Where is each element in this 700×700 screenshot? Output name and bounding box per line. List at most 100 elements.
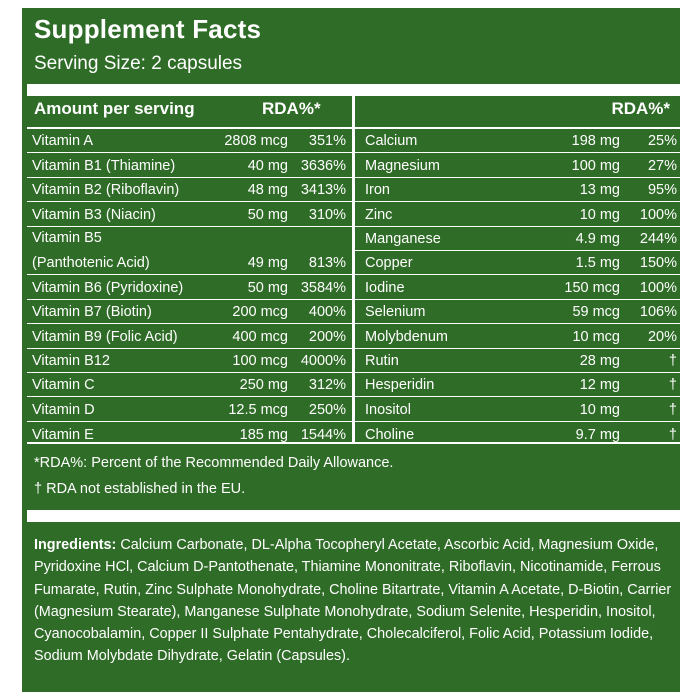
nutrient-amount: 10 mg (579, 401, 620, 418)
table-row: Magnesium 100 mg 27% (355, 153, 680, 178)
table-row: Vitamin B2 (Riboflavin) 48 mg 3413% (27, 178, 352, 203)
nutrient-name: Iron (365, 182, 390, 199)
table-row: Vitamin B7 (Biotin) 200 mcg 400% (27, 300, 352, 325)
nutrient-amount: 10 mcg (572, 328, 620, 345)
table-bottom-divider (27, 442, 680, 444)
nutrient-name: Vitamin A (32, 133, 93, 150)
serving-size: Serving Size: 2 capsules (34, 53, 243, 74)
nutrient-rda: 400% (308, 304, 346, 321)
nutrient-amount: 4.9 mg (575, 230, 620, 247)
nutrient-rda: 27% (647, 157, 677, 174)
nutrient-name: Magnesium (365, 157, 440, 174)
nutrient-rda: 3636% (300, 157, 346, 174)
table-row: Vitamin B9 (Folic Acid) 400 mcg 200% (27, 324, 352, 349)
nutrient-name: Calcium (365, 133, 418, 150)
nutrient-rda: 100% (639, 279, 677, 296)
nutrient-amount: 28 mg (579, 352, 620, 369)
nutrient-amount: 49 mg (247, 255, 288, 272)
table-row: Vitamin C 250 mg 312% (27, 373, 352, 398)
ingredients-label: Ingredients: (34, 537, 117, 553)
nutrient-rda: 95% (647, 182, 677, 199)
rda-footnote: *RDA%: Percent of the Recommended Daily … (34, 455, 394, 471)
nutrient-name: Vitamin E (32, 427, 94, 444)
nutrient-name: Vitamin B7 (Biotin) (32, 304, 152, 321)
nutrient-name: Vitamin B3 (Niacin) (32, 206, 156, 223)
nutrient-rda: 20% (647, 328, 677, 345)
nutrient-amount: 50 mg (247, 206, 288, 223)
nutrient-rda: † (668, 377, 677, 394)
nutrient-amount: 185 mg (239, 427, 288, 444)
nutrient-amount: 150 mcg (564, 279, 620, 296)
nutrient-name: Vitamin B1 (Thiamine) (32, 157, 176, 174)
nutrient-rda: † (668, 401, 677, 418)
nutrient-amount: 200 mcg (232, 304, 288, 321)
ingredients-text: Calcium Carbonate, DL-Alpha Tocopheryl A… (34, 537, 672, 665)
table-row: Vitamin D 12.5 mcg 250% (27, 397, 352, 422)
nutrient-name: Inositol (365, 401, 411, 418)
nutrient-name: Choline (365, 427, 415, 444)
top-divider (27, 84, 680, 96)
nutrient-amount: 59 mcg (572, 304, 620, 321)
ingredients-divider (27, 510, 680, 522)
table-row: Vitamin E 185 mg 1544% (27, 422, 352, 446)
table-row: Rutin 28 mg † (355, 349, 680, 373)
nutrient-amount: 10 mg (579, 206, 620, 223)
nutrient-name: Rutin (365, 352, 399, 369)
nutrient-name: Iodine (365, 279, 405, 296)
nutrient-name: Manganese (365, 230, 441, 247)
nutrient-name: Selenium (365, 304, 426, 321)
nutrient-rda: 813% (308, 255, 346, 272)
table-row: Inositol 10 mg † (355, 397, 680, 422)
nutrient-rda: 1544% (300, 427, 346, 444)
nutrient-amount: 12.5 mcg (228, 401, 288, 418)
nutrient-rda: 244% (639, 230, 677, 247)
nutrient-name: Hesperidin (365, 377, 435, 394)
nutrient-rda: 106% (639, 304, 677, 321)
supplement-facts-panel: Supplement Facts Serving Size: 2 capsule… (22, 8, 680, 692)
panel-title: Supplement Facts (34, 14, 262, 44)
header-underline-right (355, 127, 680, 129)
nutrient-rda: 150% (639, 255, 677, 272)
nutrient-name: Vitamin B2 (Riboflavin) (32, 182, 180, 199)
nutrient-name: Zinc (365, 206, 393, 223)
table-row: Molybdenum 10 mcg 20% (355, 324, 680, 349)
table-row: Calcium 198 mg 25% (355, 129, 680, 154)
nutrient-rda: 3413% (300, 182, 346, 199)
nutrient-amount: 40 mg (247, 157, 288, 174)
nutrient-name: Vitamin C (32, 377, 95, 394)
nutrient-name-continued: (Panthotenic Acid) (32, 255, 150, 272)
nutrient-amount: 50 mg (247, 279, 288, 296)
table-row: Vitamin A 2808 mcg 351% (27, 129, 352, 154)
nutrient-amount: 198 mg (571, 133, 620, 150)
minerals-table: Calcium 198 mg 25% Magnesium 100 mg 27% Iron… (355, 129, 680, 446)
vitamins-table: Vitamin A 2808 mcg 351% Vitamin B1 (Thiami… (27, 129, 352, 446)
table-row: Zinc 10 mg 100% (355, 202, 680, 227)
nutrient-amount: 48 mg (247, 182, 288, 199)
nutrient-amount: 400 mcg (232, 328, 288, 345)
nutrient-name: Vitamin B9 (Folic Acid) (32, 328, 178, 345)
nutrient-rda: 200% (308, 328, 346, 345)
nutrient-amount: 12 mg (579, 377, 620, 394)
nutrient-amount: 1.5 mg (575, 255, 620, 272)
nutrient-amount: 9.7 mg (575, 427, 620, 444)
table-row: Vitamin B12 100 mcg 4000% (27, 349, 352, 373)
nutrient-amount: 100 mcg (232, 352, 288, 369)
table-row: Choline 9.7 mg † (355, 422, 680, 446)
nutrient-name: Molybdenum (365, 328, 449, 345)
nutrient-name: Vitamin D (32, 401, 95, 418)
nutrient-rda: 310% (308, 206, 346, 223)
table-row: Iron 13 mg 95% (355, 178, 680, 203)
table-row: Manganese 4.9 mg 244% (355, 227, 680, 251)
table-row: Iodine 150 mcg 100% (355, 275, 680, 300)
nutrient-amount: 250 mg (239, 377, 288, 394)
nutrient-rda: 100% (639, 206, 677, 223)
table-row: Vitamin B5 (Panthotenic Acid) 49 mg 813% (27, 227, 352, 276)
rda-header-left: RDA%* (262, 99, 321, 118)
table-row: Hesperidin 12 mg † (355, 373, 680, 398)
nutrient-name: Vitamin B5 (32, 229, 102, 246)
dagger-footnote: † RDA not established in the EU. (34, 481, 246, 497)
header-underline-left (27, 127, 352, 129)
nutrient-rda: 25% (647, 133, 677, 150)
table-row: Vitamin B3 (Niacin) 50 mg 310% (27, 202, 352, 227)
table-row: Copper 1.5 mg 150% (355, 251, 680, 276)
